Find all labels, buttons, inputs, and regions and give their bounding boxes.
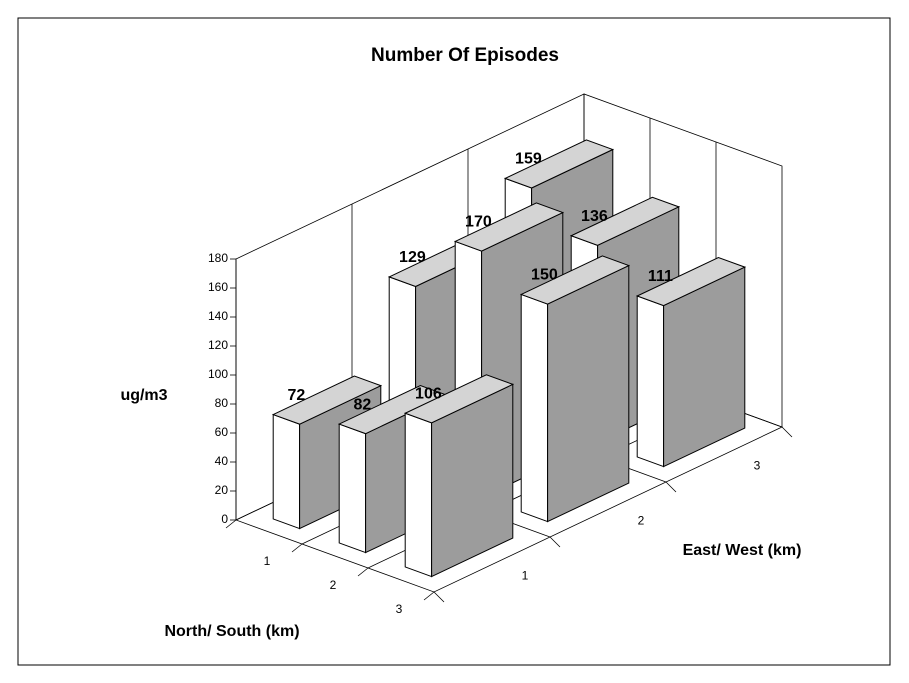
z-tick [423,591,435,601]
bar-top-face [569,196,681,246]
x-tick [433,591,445,603]
y-axis-label: ug/m3 [120,387,167,404]
value-label: 136 [581,208,608,225]
x-tick-label: 1 [522,569,529,583]
bar-top-face [503,139,615,189]
bar-top-face [635,256,747,307]
value-label: 150 [531,267,558,284]
x-tick [549,536,561,548]
z-tick-label: 3 [396,602,403,616]
value-label: 72 [288,387,306,404]
y-tick-label: 120 [208,338,228,352]
y-tick-label: 80 [215,396,229,410]
x-tick [781,426,793,438]
value-label: 106 [415,385,442,402]
y-tick-label: 40 [215,454,229,468]
z-axis-label: North/ South (km) [164,623,299,640]
x-tick-label: 2 [638,514,645,528]
value-label: 129 [399,249,426,266]
bar-top-face [403,374,515,424]
x-tick-label: 3 [754,459,761,473]
x-tick [665,481,677,493]
z-tick [291,543,303,553]
z-tick [357,567,369,577]
value-label: 170 [465,214,492,231]
bar [403,374,515,578]
y-tick-label: 20 [215,483,229,497]
bar-left-face [272,413,301,530]
bar [635,256,747,468]
z-tick [225,519,237,529]
bar-left-face [338,423,367,554]
bar-left-face [520,293,549,523]
x-axis-label: East/ West (km) [683,542,802,559]
bar-front-face [547,264,630,523]
chart-title: Number Of Episodes [371,45,559,66]
z-tick-label: 2 [330,578,337,592]
y-tick-label: 0 [221,512,228,526]
y-tick-label: 180 [208,251,228,265]
z-tick-label: 1 [264,554,271,568]
bar-left-face [636,295,665,468]
bar [519,255,631,523]
value-label: 159 [515,151,542,168]
y-tick-label: 60 [215,425,229,439]
bar-top-face [453,202,565,252]
value-label: 82 [354,396,372,413]
value-label: 111 [648,268,673,285]
y-tick-label: 160 [208,280,228,294]
bar-top-face [519,255,631,305]
y-tick-label: 100 [208,367,228,381]
bar-left-face [404,412,433,578]
y-tick-label: 140 [208,309,228,323]
bar-top-face [271,375,383,425]
